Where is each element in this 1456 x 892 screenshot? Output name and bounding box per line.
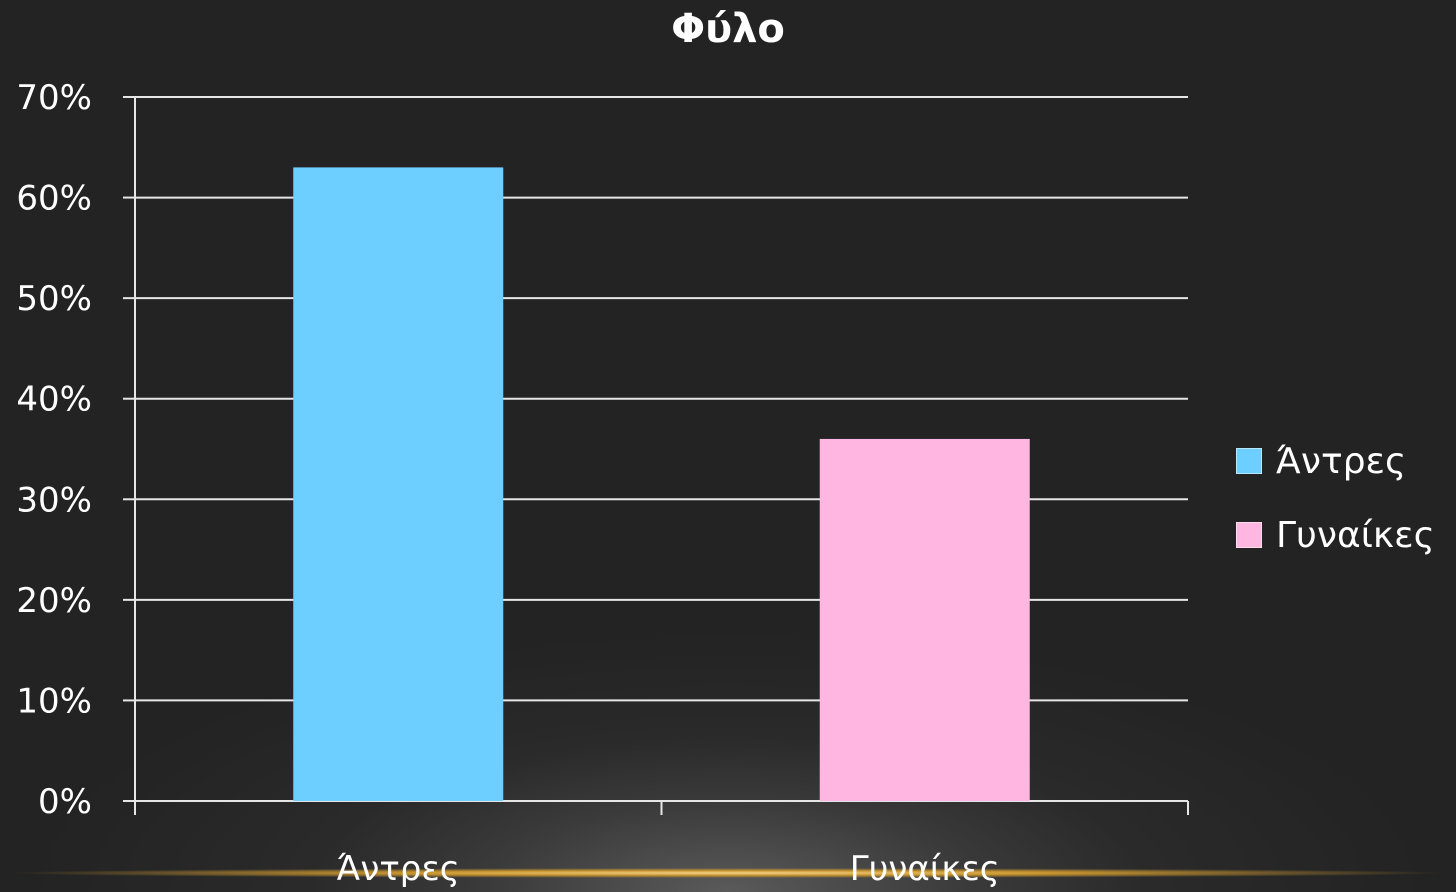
chart-legend: Άντρες Γυναίκες bbox=[1236, 424, 1435, 572]
chart-title: Φύλο bbox=[671, 6, 785, 52]
y-tick-label: 0% bbox=[38, 782, 92, 822]
y-tick-label: 30% bbox=[16, 480, 92, 520]
legend-item-women: Γυναίκες bbox=[1236, 498, 1435, 572]
y-tick-label: 10% bbox=[16, 681, 92, 721]
y-tick-label: 50% bbox=[16, 279, 92, 319]
bottom-glow-decoration bbox=[0, 868, 1456, 878]
legend-label-men: Άντρες bbox=[1276, 440, 1407, 482]
x-tick-label: Άντρες bbox=[337, 849, 460, 889]
legend-swatch-women bbox=[1236, 522, 1262, 548]
bar-women bbox=[819, 438, 1030, 801]
y-tick-label: 40% bbox=[16, 380, 92, 420]
bar-men bbox=[293, 167, 504, 801]
y-tick-label: 60% bbox=[16, 179, 92, 219]
y-tick-label: 70% bbox=[16, 78, 92, 118]
legend-swatch-men bbox=[1236, 448, 1262, 474]
y-tick-label: 20% bbox=[16, 581, 92, 621]
x-tick-label: Γυναίκες bbox=[850, 849, 1000, 889]
legend-item-men: Άντρες bbox=[1236, 424, 1435, 498]
legend-label-women: Γυναίκες bbox=[1276, 514, 1435, 556]
